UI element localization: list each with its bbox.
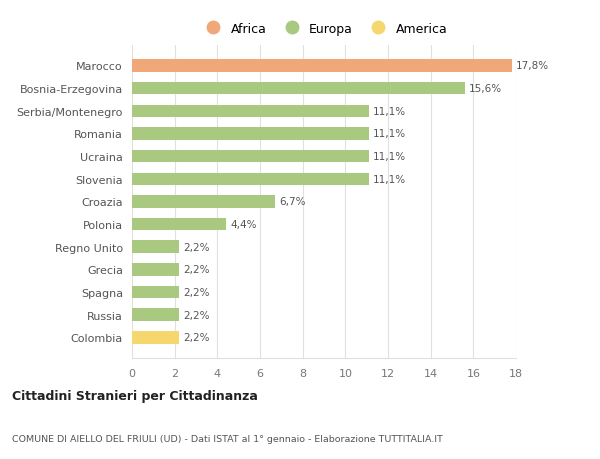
- Text: 11,1%: 11,1%: [373, 106, 406, 117]
- Text: 17,8%: 17,8%: [516, 62, 549, 71]
- Bar: [132, 331, 179, 344]
- Bar: [132, 128, 369, 140]
- Text: 2,2%: 2,2%: [183, 310, 210, 320]
- Text: 6,7%: 6,7%: [279, 197, 306, 207]
- Legend: Africa, Europa, America: Africa, Europa, America: [196, 18, 452, 41]
- Text: 2,2%: 2,2%: [183, 333, 210, 342]
- Bar: [132, 309, 179, 321]
- Bar: [132, 60, 512, 73]
- Bar: [132, 241, 179, 253]
- Bar: [132, 151, 369, 163]
- Bar: [132, 83, 465, 95]
- Text: 2,2%: 2,2%: [183, 265, 210, 275]
- Text: 11,1%: 11,1%: [373, 174, 406, 185]
- Text: 11,1%: 11,1%: [373, 152, 406, 162]
- Text: 2,2%: 2,2%: [183, 287, 210, 297]
- Bar: [132, 286, 179, 299]
- Text: Cittadini Stranieri per Cittadinanza: Cittadini Stranieri per Cittadinanza: [12, 389, 258, 403]
- Text: 2,2%: 2,2%: [183, 242, 210, 252]
- Text: COMUNE DI AIELLO DEL FRIULI (UD) - Dati ISTAT al 1° gennaio - Elaborazione TUTTI: COMUNE DI AIELLO DEL FRIULI (UD) - Dati …: [12, 434, 443, 442]
- Bar: [132, 105, 369, 118]
- Text: 15,6%: 15,6%: [469, 84, 502, 94]
- Bar: [132, 173, 369, 185]
- Bar: [132, 263, 179, 276]
- Text: 11,1%: 11,1%: [373, 129, 406, 139]
- Bar: [132, 218, 226, 231]
- Text: 4,4%: 4,4%: [230, 219, 257, 230]
- Bar: [132, 196, 275, 208]
